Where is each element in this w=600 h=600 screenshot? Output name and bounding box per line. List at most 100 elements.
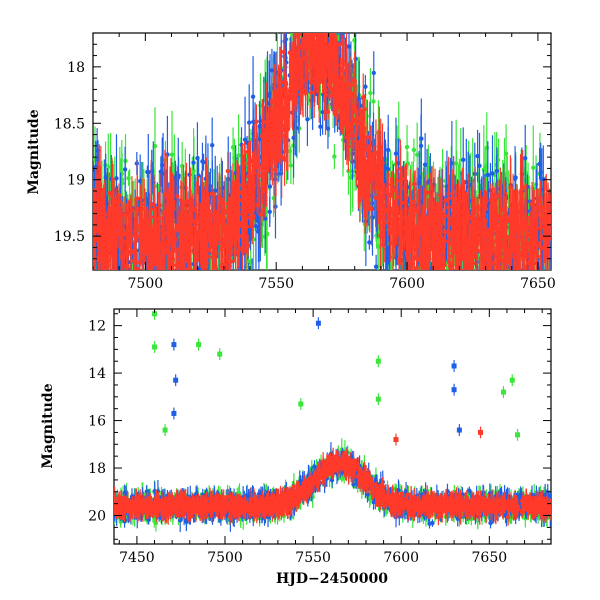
top-point-red xyxy=(321,21,325,25)
top-point-green xyxy=(296,0,300,4)
top-point-blue xyxy=(119,278,123,282)
top-point-green xyxy=(320,24,324,28)
top-point-blue xyxy=(185,280,189,284)
top-point-blue xyxy=(346,44,352,49)
top-point-blue xyxy=(189,282,193,286)
top-point-blue xyxy=(421,323,425,327)
top-point-blue xyxy=(181,271,185,275)
top-point-green xyxy=(383,290,387,294)
top-point-green xyxy=(181,271,185,275)
top-point-blue xyxy=(212,332,216,336)
top-point-blue xyxy=(504,341,508,345)
top-point-green xyxy=(411,147,417,153)
top-point-green xyxy=(108,275,112,279)
top-point-green xyxy=(429,273,433,277)
top-point-green xyxy=(118,280,122,284)
top-point-blue xyxy=(384,279,388,283)
top-point-blue xyxy=(242,137,248,142)
top-point-red xyxy=(499,276,503,280)
top-point-blue xyxy=(146,303,150,307)
top-point-blue xyxy=(103,175,108,180)
top-point-red xyxy=(337,42,342,47)
top-point-blue xyxy=(143,271,147,275)
top-point-blue xyxy=(320,109,325,115)
top-point-green xyxy=(226,313,230,317)
top-point-green xyxy=(306,2,310,6)
top-point-red xyxy=(326,82,332,87)
top-point-blue xyxy=(110,290,114,294)
top-point-blue xyxy=(422,162,428,167)
top-point-red xyxy=(442,262,447,268)
top-point-red xyxy=(483,273,487,277)
top-point-blue xyxy=(158,269,160,270)
top-point-blue xyxy=(267,209,272,215)
top-point-blue xyxy=(258,221,263,227)
top-point-blue xyxy=(247,275,251,279)
top-point-blue xyxy=(196,173,201,178)
top-point-green xyxy=(414,152,420,157)
top-point-red xyxy=(138,270,142,274)
top-point-blue xyxy=(431,343,435,347)
top-point-green xyxy=(100,298,104,302)
top-point-green xyxy=(204,272,208,276)
top-point-blue xyxy=(184,271,188,275)
top-point-green xyxy=(371,99,376,104)
top-point-blue xyxy=(373,264,379,269)
top-point-green xyxy=(542,302,546,306)
top-point-green xyxy=(180,276,184,280)
top-point-green xyxy=(239,274,243,278)
top-point-blue xyxy=(198,274,202,278)
top-point-blue xyxy=(367,240,372,245)
top-point-red xyxy=(499,278,503,282)
top-point-blue xyxy=(386,147,391,153)
top-point-green xyxy=(448,303,452,307)
top-point-blue xyxy=(491,298,495,302)
top-point-blue xyxy=(468,270,472,274)
top-point-green xyxy=(290,3,294,7)
top-point-green xyxy=(436,284,440,288)
top-point-blue xyxy=(256,229,261,234)
top-point-green xyxy=(511,274,515,278)
top-point-blue xyxy=(482,278,486,282)
top-point-blue xyxy=(210,298,214,302)
top-point-green xyxy=(433,287,437,291)
top-point-blue xyxy=(326,13,330,17)
top-point-red xyxy=(466,272,470,276)
top-point-blue xyxy=(522,269,524,270)
top-point-green xyxy=(334,28,338,32)
top-point-green xyxy=(484,278,488,282)
top-point-green xyxy=(370,281,374,285)
top-point-blue xyxy=(431,300,435,304)
top-point-blue xyxy=(447,288,451,292)
top-point-blue xyxy=(93,282,97,286)
top-point-green xyxy=(95,274,99,278)
top-point-red xyxy=(307,27,311,31)
top-point-blue xyxy=(318,124,323,129)
top-point-green xyxy=(459,281,463,285)
top-point-blue xyxy=(267,184,273,189)
top-point-green xyxy=(193,278,197,282)
top-point-green xyxy=(531,165,536,170)
top-point-blue xyxy=(116,301,120,305)
top-point-green xyxy=(445,275,449,279)
top-point-green xyxy=(264,231,270,237)
top-point-blue xyxy=(371,70,376,76)
top-point-green xyxy=(207,288,211,292)
top-point-blue xyxy=(240,277,244,281)
top-point-green xyxy=(497,271,501,275)
top-point-green xyxy=(193,312,197,316)
top-point-blue xyxy=(461,157,466,162)
top-point-blue xyxy=(436,272,440,276)
top-point-blue xyxy=(160,162,165,168)
top-point-blue xyxy=(436,277,440,281)
top-point-green xyxy=(166,277,170,281)
top-point-green xyxy=(236,153,241,158)
top-point-blue xyxy=(175,274,179,278)
top-point-green xyxy=(447,273,451,277)
top-point-blue xyxy=(542,293,546,297)
top-point-blue xyxy=(539,317,543,321)
top-point-blue xyxy=(133,299,137,303)
top-data-layer xyxy=(93,0,551,347)
top-point-red xyxy=(327,18,331,22)
top-point-blue xyxy=(122,167,128,172)
